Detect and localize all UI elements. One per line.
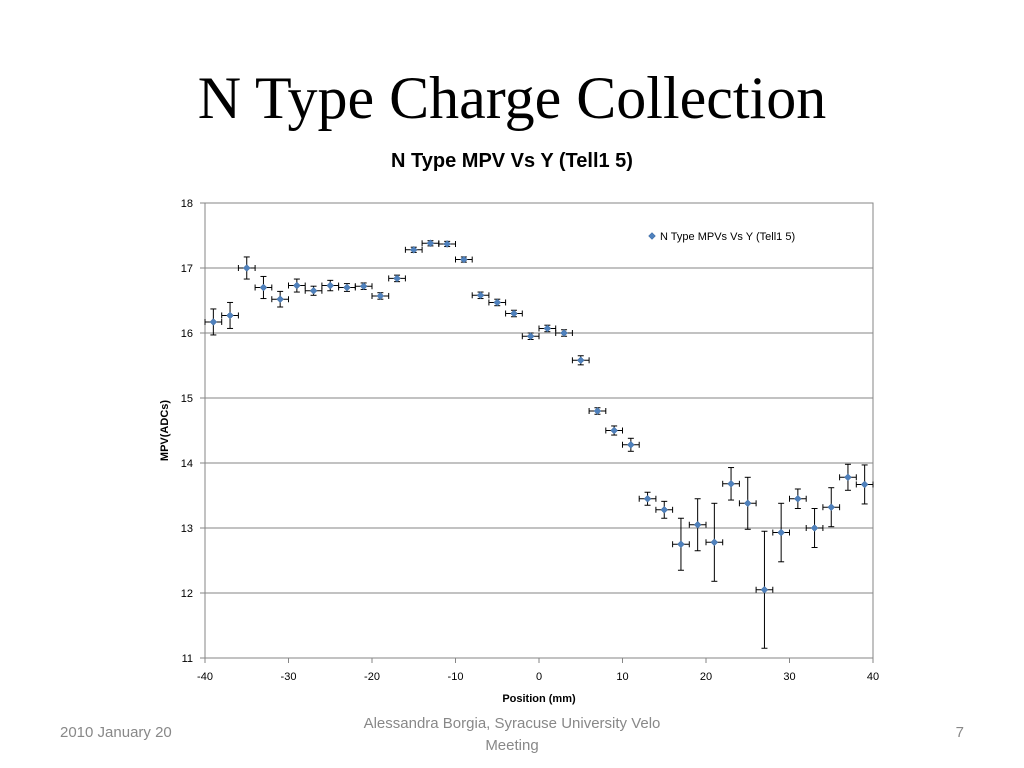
data-point [593,407,602,415]
data-point [409,245,418,254]
data-point [226,311,234,320]
plot-area [204,202,874,659]
y-tick-label: 11 [182,653,193,665]
data-point [760,585,769,594]
data-point [209,318,218,326]
x-tick-label: -40 [197,671,213,683]
y-axis-title: MPV(ADCs) [159,400,171,461]
data-point [443,240,452,248]
data-point [543,324,552,333]
footer-author: Alessandra Borgia, Syracuse University V… [363,715,661,754]
x-tick-label: 30 [783,671,795,683]
slide-number: 7 [955,724,964,741]
y-tick-label: 15 [181,393,193,405]
data-point [810,524,819,532]
x-tick-label: 10 [616,671,628,683]
data-point [510,309,518,318]
x-tick-label: -20 [364,671,380,683]
data-point [343,283,351,292]
x-tick-label: -10 [448,671,464,683]
data-point [309,286,318,295]
data-point [459,255,468,264]
data-point [660,505,669,514]
legend-marker [648,232,656,240]
data-point [426,239,435,248]
y-tick-label: 16 [181,328,193,340]
data-point [526,332,535,341]
data-point [242,264,251,272]
data-point [610,426,619,435]
y-tick-label: 14 [181,458,193,470]
data-point [560,329,568,337]
data-point [626,440,635,449]
x-tick-label: -30 [281,671,297,683]
data-point [359,282,368,291]
data-point [493,298,502,307]
x-tick-label: 20 [700,671,712,683]
data-point [710,538,719,547]
chart-title: N Type MPV Vs Y (Tell1 5) [391,150,633,172]
data-point [777,528,786,537]
data-point [743,499,752,508]
data-point [292,281,301,290]
data-point [693,520,702,529]
data-point [276,295,285,304]
legend-label: N Type MPVs Vs Y (Tell1 5) [660,231,795,243]
data-point [576,356,585,365]
x-axis-title: Position (mm) [502,693,576,705]
y-tick-label: 13 [181,523,193,535]
data-point [393,274,401,283]
data-point [476,291,485,300]
data-point [827,503,836,512]
footer-date: 2010 January 20 [60,724,172,741]
data-point [860,480,869,489]
data-point [727,479,735,488]
y-tick-label: 12 [181,588,193,600]
data-point [326,281,335,290]
slide-title: N Type Charge Collection [197,65,827,131]
data-point [844,473,852,482]
x-tick-label: 0 [536,671,542,683]
x-tick-label: 40 [867,671,879,683]
y-tick-label: 18 [181,198,193,210]
data-point [376,292,385,300]
data-point [677,540,685,549]
data-point [643,494,652,503]
data-point [793,494,802,503]
data-point [259,283,268,292]
y-tick-label: 17 [181,263,193,275]
